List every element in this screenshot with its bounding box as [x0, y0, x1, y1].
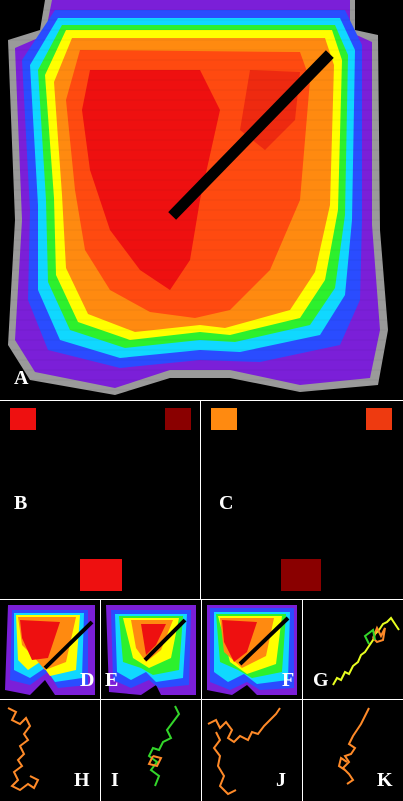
panel-k-trace-graphic — [337, 707, 370, 785]
panel-g: G — [303, 600, 403, 699]
panel-f: F — [202, 600, 302, 699]
label-i: I — [111, 769, 119, 791]
panel-c: C — [201, 401, 403, 599]
panel-h-trace-graphic — [7, 707, 40, 792]
label-a: A — [14, 367, 29, 389]
separator-v-ij — [201, 700, 202, 801]
panel-b: B — [0, 401, 200, 599]
panel-d-map-graphic — [5, 605, 95, 695]
separator-v-jk — [302, 700, 303, 801]
panel-a-map-graphic — [0, 0, 403, 395]
label-d: D — [80, 669, 95, 691]
panel-e: E — [101, 600, 201, 699]
label-e: E — [105, 669, 119, 691]
separator-v-de — [100, 600, 101, 699]
panel-h: H — [0, 700, 100, 801]
label-c: C — [219, 492, 234, 514]
label-b: B — [14, 492, 28, 514]
panel-c-square-top-right — [366, 408, 392, 430]
panel-j: J — [202, 700, 302, 801]
label-f: F — [282, 669, 295, 691]
panel-b-square-top-left — [10, 408, 36, 430]
panel-a-heatmap: A — [0, 0, 403, 400]
separator-h3 — [0, 699, 403, 700]
label-j: J — [276, 769, 286, 791]
panel-b-square-top-right — [165, 408, 191, 430]
label-g: G — [313, 669, 329, 691]
separator-h1 — [0, 400, 403, 401]
separator-v-bc — [200, 401, 201, 599]
panel-f-map-graphic — [207, 605, 297, 695]
label-k: K — [377, 769, 393, 791]
panel-g-trace-graphic — [332, 616, 400, 686]
panel-j-trace-graphic — [207, 707, 281, 796]
panel-b-square-bottom — [80, 559, 122, 591]
panel-c-square-bottom — [281, 559, 321, 591]
separator-v-hi — [100, 700, 101, 801]
panel-e-map-graphic — [106, 605, 196, 695]
panel-d: D — [0, 600, 100, 699]
label-h: H — [74, 769, 90, 791]
panel-i: I — [101, 700, 201, 801]
separator-v-fg — [302, 600, 303, 699]
panel-c-square-top-left — [211, 408, 237, 430]
separator-h2 — [0, 599, 403, 600]
separator-v-ef — [201, 600, 202, 699]
panel-i-trace-graphic — [147, 705, 181, 787]
panel-k: K — [303, 700, 403, 801]
